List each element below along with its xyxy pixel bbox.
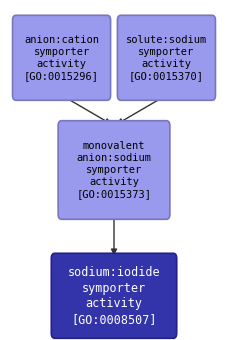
Text: solute:sodium
symporter
activity
[GO:0015370]: solute:sodium symporter activity [GO:001… <box>125 35 206 81</box>
FancyBboxPatch shape <box>12 15 110 100</box>
FancyBboxPatch shape <box>58 121 169 219</box>
FancyBboxPatch shape <box>51 253 176 338</box>
Text: sodium:iodide
symporter
activity
[GO:0008507]: sodium:iodide symporter activity [GO:000… <box>67 266 160 326</box>
Text: monovalent
anion:sodium
symporter
activity
[GO:0015373]: monovalent anion:sodium symporter activi… <box>76 141 151 199</box>
Text: anion:cation
symporter
activity
[GO:0015296]: anion:cation symporter activity [GO:0015… <box>24 35 99 81</box>
FancyBboxPatch shape <box>117 15 215 100</box>
